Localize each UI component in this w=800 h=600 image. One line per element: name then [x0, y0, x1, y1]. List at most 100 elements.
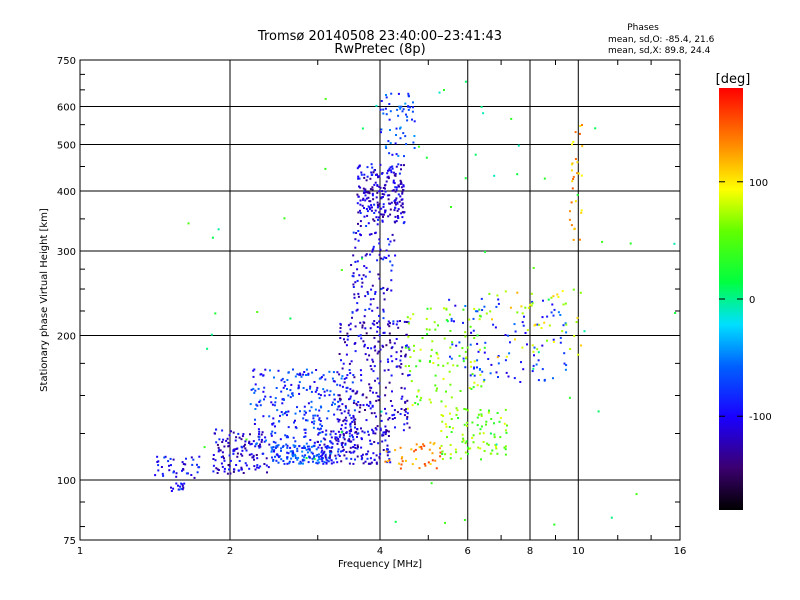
y-tick-label: 75: [63, 536, 76, 547]
data-point: [373, 412, 376, 415]
data-point: [252, 375, 255, 378]
data-point: [541, 316, 544, 319]
data-point: [430, 348, 433, 351]
data-point: [214, 312, 217, 315]
data-point: [184, 463, 187, 466]
data-point: [388, 381, 391, 384]
data-point: [354, 446, 357, 449]
data-point: [348, 450, 351, 453]
data-point: [479, 409, 482, 411]
data-point: [319, 431, 322, 434]
data-point: [382, 215, 384, 218]
data-point: [504, 453, 507, 456]
data-point: [310, 451, 313, 454]
data-point: [354, 426, 356, 429]
data-point: [307, 402, 310, 405]
data-point: [379, 163, 382, 166]
data-point: [455, 407, 458, 410]
data-point: [382, 317, 385, 320]
data-point: [364, 199, 367, 202]
data-point: [262, 415, 265, 418]
data-point: [160, 466, 163, 468]
data-point: [378, 238, 381, 241]
data-point: [369, 207, 372, 210]
data-point: [253, 458, 255, 461]
data-point: [269, 395, 272, 398]
data-point: [266, 471, 268, 474]
data-point: [301, 450, 304, 453]
data-point: [573, 228, 576, 231]
data-point: [317, 393, 320, 396]
data-point: [352, 462, 355, 465]
data-point: [366, 210, 369, 213]
data-point: [321, 430, 324, 433]
data-point: [568, 218, 571, 221]
data-point: [507, 375, 510, 378]
data-point: [383, 184, 386, 187]
data-point: [294, 412, 297, 415]
data-point: [490, 418, 493, 420]
data-point: [426, 333, 429, 336]
data-point: [382, 112, 385, 115]
data-point: [473, 381, 476, 384]
data-point: [532, 367, 535, 370]
data-point: [436, 387, 438, 390]
data-point: [382, 308, 385, 311]
data-point: [401, 198, 404, 201]
data-point: [514, 338, 516, 341]
data-point: [373, 365, 376, 368]
data-point: [543, 378, 546, 381]
data-point: [381, 196, 384, 198]
data-point: [314, 408, 317, 411]
data-point: [270, 434, 273, 437]
data-point: [466, 346, 469, 349]
data-point: [375, 196, 378, 199]
data-point: [364, 254, 367, 257]
data-point: [431, 340, 434, 343]
data-point: [394, 520, 397, 523]
data-point: [365, 453, 368, 456]
data-point: [304, 454, 307, 457]
data-point: [359, 186, 362, 189]
data-point: [376, 204, 379, 206]
data-point: [228, 468, 230, 471]
data-point: [386, 448, 389, 451]
data-point: [257, 428, 260, 431]
data-point: [563, 362, 566, 365]
data-point: [286, 379, 289, 381]
data-point: [399, 137, 402, 140]
data-point: [477, 350, 480, 353]
data-point: [345, 451, 348, 453]
data-point: [244, 440, 247, 443]
data-point: [557, 311, 560, 314]
data-point: [370, 171, 373, 174]
data-point: [376, 326, 379, 328]
y-tick-label: 750: [57, 56, 76, 67]
data-point: [291, 392, 294, 395]
data-point: [221, 451, 224, 454]
data-point: [303, 410, 306, 413]
data-point: [385, 431, 388, 434]
data-point: [346, 386, 349, 389]
data-point: [305, 388, 308, 391]
data-point: [340, 431, 343, 434]
data-point: [404, 102, 407, 105]
data-point: [303, 445, 306, 448]
data-point: [380, 410, 383, 413]
data-point: [363, 215, 366, 218]
data-point: [407, 94, 410, 97]
data-point: [290, 450, 293, 453]
data-point: [281, 446, 284, 448]
data-point: [487, 411, 490, 414]
data-point: [215, 441, 218, 444]
data-point: [418, 467, 421, 470]
data-point: [399, 179, 402, 182]
data-point: [339, 330, 342, 333]
data-point: [403, 320, 406, 323]
data-point: [397, 208, 400, 211]
data-point: [343, 438, 346, 441]
data-point: [366, 191, 369, 193]
data-point: [228, 454, 231, 457]
data-point: [382, 213, 385, 216]
data-point: [285, 411, 288, 414]
